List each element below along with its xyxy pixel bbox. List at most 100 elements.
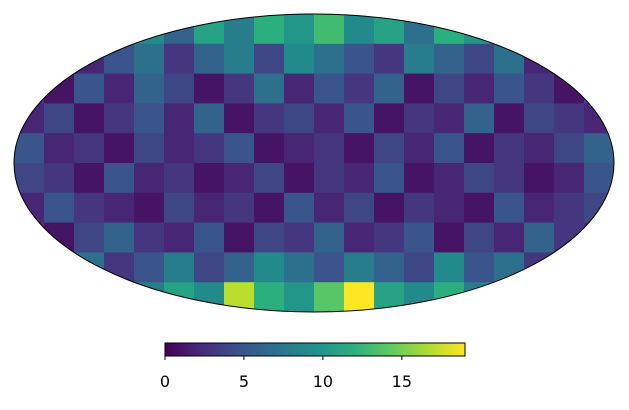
- map-cell: [164, 252, 195, 283]
- map-cell: [554, 163, 585, 194]
- map-cell: [314, 43, 345, 75]
- map-cell: [404, 163, 435, 194]
- map-cell: [584, 163, 614, 194]
- map-cell: [164, 222, 195, 253]
- map-cell: [44, 14, 75, 45]
- map-cell: [494, 192, 525, 224]
- map-cell: [44, 192, 75, 224]
- map-cell: [404, 252, 435, 283]
- map-cell: [14, 103, 45, 134]
- map-cell: [434, 282, 465, 312]
- map-cell: [134, 103, 165, 134]
- map-cell: [464, 103, 495, 134]
- map-cell: [374, 163, 405, 194]
- map-cell: [254, 222, 285, 253]
- map-cell: [284, 103, 315, 134]
- map-cell: [284, 252, 315, 283]
- map-cell: [464, 133, 495, 164]
- map-cell: [104, 222, 135, 253]
- map-cell: [134, 14, 165, 45]
- map-cell: [464, 163, 495, 194]
- map-cell: [254, 103, 285, 134]
- map-cell: [194, 103, 225, 134]
- map-cell: [524, 222, 555, 253]
- map-cell: [44, 222, 75, 253]
- map-cell: [554, 252, 585, 283]
- map-cell: [14, 192, 45, 224]
- map-cell: [194, 282, 225, 312]
- map-cell: [194, 133, 225, 164]
- map-cell: [314, 282, 345, 312]
- map-cell: [44, 103, 75, 134]
- map-cell: [314, 252, 345, 283]
- map-cell: [224, 103, 255, 134]
- map-cell: [134, 282, 165, 312]
- map-cell: [284, 192, 315, 224]
- map-cell: [74, 282, 105, 312]
- map-cell: [284, 133, 315, 164]
- map-cell: [14, 73, 45, 104]
- map-cell: [44, 133, 75, 164]
- map-cell: [194, 73, 225, 104]
- map-cell: [374, 252, 405, 283]
- map-cell: [164, 43, 195, 75]
- map-cell: [134, 252, 165, 283]
- map-cell: [224, 282, 255, 312]
- map-cell: [344, 252, 375, 283]
- map-outline: [13, 13, 615, 313]
- map-cell: [464, 192, 495, 224]
- map-cell: [554, 192, 585, 224]
- map-cell: [434, 43, 465, 75]
- map-cell: [284, 282, 315, 312]
- map-cell: [284, 163, 315, 194]
- map-cell: [134, 222, 165, 253]
- map-cell: [194, 43, 225, 75]
- map-cell: [554, 43, 585, 75]
- map-cell: [524, 282, 555, 312]
- map-cell: [224, 73, 255, 104]
- map-cell: [254, 43, 285, 75]
- map-cell: [224, 133, 255, 164]
- map-cell: [254, 282, 285, 312]
- map-cell: [44, 252, 75, 283]
- map-cell: [494, 43, 525, 75]
- colorbar-tick-label: 0: [160, 372, 170, 391]
- map-cell: [224, 192, 255, 224]
- map-cell: [554, 103, 585, 134]
- map-cell: [164, 73, 195, 104]
- map-cell: [524, 133, 555, 164]
- map-cell: [164, 282, 195, 312]
- map-cell: [134, 192, 165, 224]
- map-cell: [374, 73, 405, 104]
- map-cell: [164, 14, 195, 45]
- map-cell: [464, 14, 495, 45]
- map-cell: [44, 282, 75, 312]
- map-cell: [434, 163, 465, 194]
- map-cell: [14, 133, 45, 164]
- map-cell: [14, 14, 45, 45]
- map-cell: [134, 163, 165, 194]
- map-cell: [194, 14, 225, 45]
- map-cell: [404, 133, 435, 164]
- map-cell: [284, 43, 315, 75]
- map-cell: [584, 282, 614, 312]
- map-cell: [434, 252, 465, 283]
- colorbar-tick-label: 10: [313, 372, 333, 391]
- map-cell: [524, 14, 555, 45]
- map-cell: [374, 222, 405, 253]
- map-cell: [344, 133, 375, 164]
- map-cell: [344, 163, 375, 194]
- map-cell: [464, 282, 495, 312]
- map-cell: [584, 222, 614, 253]
- map-cell: [374, 133, 405, 164]
- map-cell: [314, 14, 345, 45]
- map-cell: [254, 73, 285, 104]
- map-cell: [584, 14, 614, 45]
- map-cell: [554, 282, 585, 312]
- map-cell: [284, 14, 315, 45]
- map-cell: [434, 73, 465, 104]
- map-cell: [164, 192, 195, 224]
- map-cell: [584, 103, 614, 134]
- map-cell: [374, 103, 405, 134]
